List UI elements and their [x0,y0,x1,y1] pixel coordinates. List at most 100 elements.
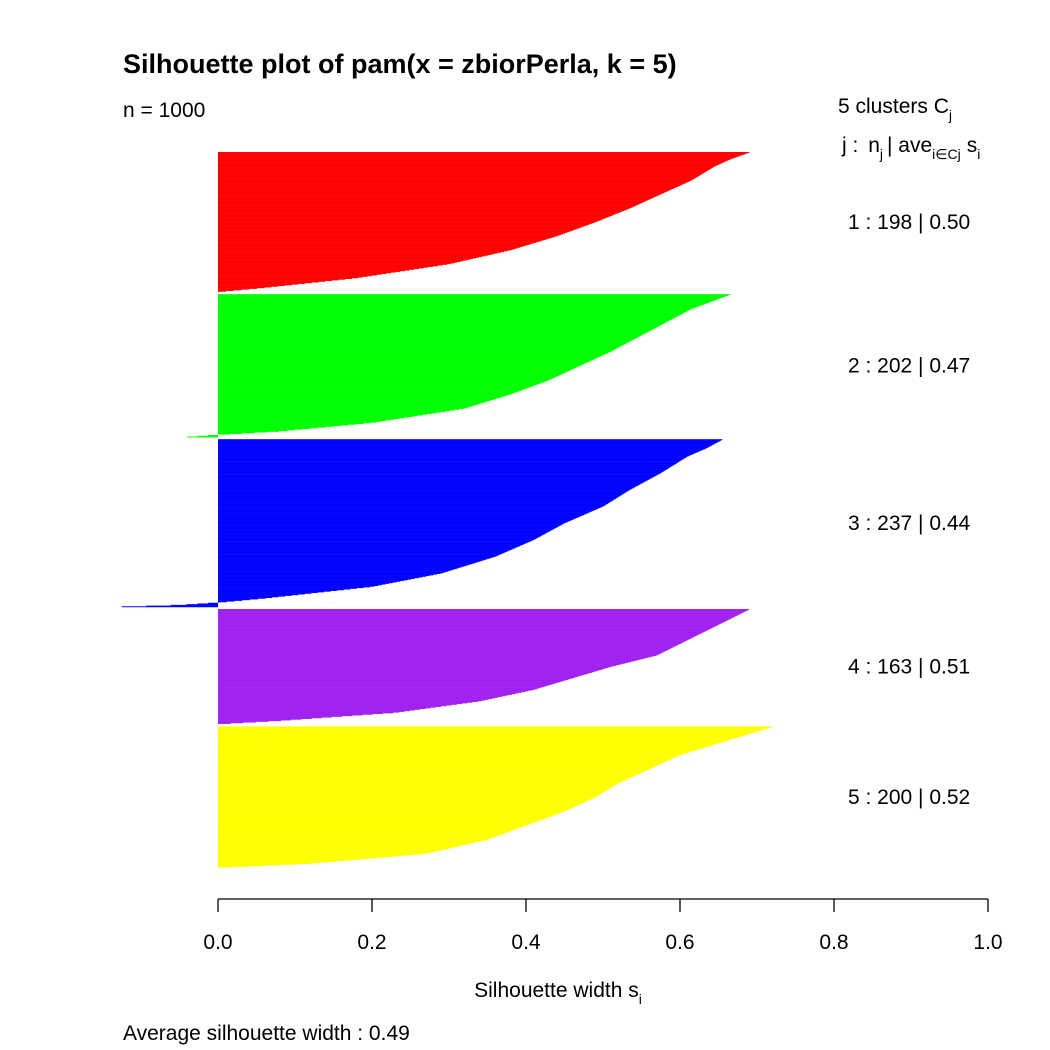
silhouette-bar [218,708,421,710]
silhouette-bars [121,152,773,869]
silhouette-bar [218,823,531,825]
silhouette-bar [218,570,448,572]
silhouette-bar [218,703,463,705]
silhouette-bar [218,684,552,686]
silhouette-bar [218,568,457,570]
silhouette-bar [218,648,670,650]
silhouette-bar [218,662,625,664]
legend-header-line1: 5 clusters Cj [838,95,952,123]
silhouette-bar [218,634,698,636]
silhouette-bar [218,619,728,621]
silhouette-bar [218,275,373,277]
silhouette-bar [218,445,711,447]
silhouette-bar [218,826,523,828]
silhouette-bar [218,682,557,684]
silhouette-bar [218,717,322,719]
silhouette-bar [218,750,694,752]
silhouette-bar [218,467,669,469]
silhouette-bar [218,389,524,391]
silhouette-bar [218,597,266,599]
silhouette-bar [218,645,676,647]
silhouette-bar [218,490,629,492]
x-tick-label: 0.0 [203,931,232,954]
silhouette-bar [218,528,555,530]
silhouette-bar [218,207,630,209]
silhouette-bar [218,667,606,669]
silhouette-bar [218,446,710,448]
silhouette-bar [218,348,616,350]
cluster-1-bars [218,152,750,293]
silhouette-bar [218,335,640,337]
silhouette-bar [218,303,706,305]
silhouette-bar [218,189,671,191]
silhouette-bar [218,599,251,601]
silhouette-bar [218,218,604,220]
silhouette-bar [218,544,522,546]
silhouette-bar [218,161,726,163]
silhouette-bar [218,244,530,245]
silhouette-bar [218,805,576,807]
silhouette-bar [218,787,610,789]
silhouette-bar [218,326,657,328]
silhouette-bar [218,533,545,535]
silhouette-bar [218,372,566,374]
silhouette-bar [218,426,326,428]
silhouette-bar [218,764,659,766]
silhouette-bar [218,649,669,651]
silhouette-bar [218,611,744,613]
silhouette-bar [218,612,743,614]
silhouette-bar [218,575,426,577]
silhouette-bar [218,229,575,231]
silhouette-bar [218,304,702,306]
silhouette-bar [218,812,560,814]
silhouette-bar [218,779,626,781]
silhouette-bar [218,588,351,590]
silhouette-bar [218,305,700,307]
silhouette-bar [218,427,310,429]
silhouette-bar [218,394,510,395]
silhouette-bar [218,183,683,185]
silhouette-bar [218,319,671,321]
silhouette-bar [218,289,242,291]
silhouette-bar [218,687,540,689]
silhouette-bar [218,287,265,289]
silhouette-bar [218,715,353,717]
cluster-5-label: 5 : 200 | 0.52 [848,786,970,809]
silhouette-bar [218,744,713,746]
silhouette-bar [207,435,218,437]
silhouette-bar [218,256,483,258]
silhouette-bar [218,483,642,485]
legend-header: 5 clusters Cj j : nj | avei∈Cj si [838,95,980,162]
silhouette-bar [218,647,671,649]
x-tick-label: 1.0 [973,931,1002,954]
silhouette-bar [218,210,623,212]
silhouette-bar [218,161,724,163]
silhouette-bar [218,722,244,724]
silhouette-bar [218,609,748,611]
silhouette-bar [218,377,555,378]
silhouette-bar [218,338,636,340]
silhouette-bar [218,771,645,772]
silhouette-bar [218,592,318,594]
silhouette-bar [218,339,633,341]
silhouette-bar [218,238,548,240]
silhouette-bar [218,187,675,189]
silhouette-bar [218,705,447,707]
silhouette-bar [218,563,473,565]
silhouette-bar [218,352,607,354]
silhouette-bar [218,299,715,301]
silhouette-bar [218,814,556,816]
silhouette-bar [218,416,409,418]
silhouette-bar [218,176,697,178]
silhouette-bar [218,194,660,196]
silhouette-bar [218,397,499,399]
silhouette-bar [218,470,665,472]
silhouette-bar [218,570,450,572]
silhouette-bar [218,155,740,157]
silhouette-bar [218,620,727,622]
silhouette-bar [218,188,674,190]
silhouette-bar [218,380,547,382]
silhouette-bar [218,284,292,286]
silhouette-bar [218,443,715,445]
silhouette-bar [218,716,332,718]
